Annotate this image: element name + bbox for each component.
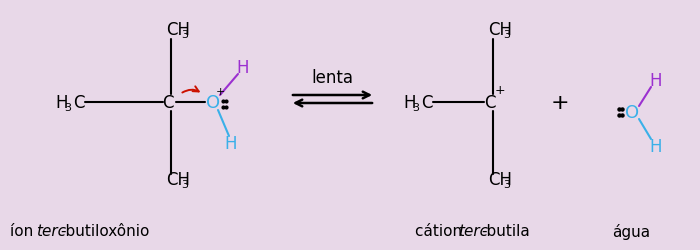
Text: C: C (421, 94, 433, 112)
Text: +: + (216, 87, 225, 97)
Text: 3: 3 (181, 179, 188, 189)
Text: CH: CH (488, 170, 512, 188)
Text: lenta: lenta (311, 69, 353, 87)
Text: 3: 3 (503, 179, 510, 189)
Text: H: H (650, 138, 662, 156)
Text: íon: íon (10, 224, 38, 238)
Text: O: O (206, 94, 220, 112)
Text: -butiloxônio: -butiloxônio (60, 224, 149, 238)
Text: H: H (403, 94, 416, 112)
Text: CH: CH (488, 21, 512, 39)
Text: +: + (495, 84, 505, 97)
Text: O: O (625, 104, 639, 122)
Text: H: H (225, 134, 237, 152)
Text: H: H (650, 72, 662, 90)
Text: 3: 3 (64, 102, 71, 113)
Text: água: água (612, 223, 650, 239)
Text: terc: terc (36, 224, 66, 238)
Text: +: + (551, 93, 569, 112)
Text: terc: terc (458, 224, 488, 238)
Text: 3: 3 (181, 30, 188, 40)
Text: -butila: -butila (481, 224, 530, 238)
Text: 3: 3 (412, 102, 419, 113)
Text: H: H (237, 59, 249, 77)
Text: cátion: cátion (415, 224, 467, 238)
Text: CH: CH (166, 21, 190, 39)
Text: H: H (55, 94, 67, 112)
Text: C: C (484, 94, 496, 112)
Text: C: C (162, 94, 174, 112)
Text: C: C (73, 94, 85, 112)
Text: CH: CH (166, 170, 190, 188)
Text: 3: 3 (503, 30, 510, 40)
